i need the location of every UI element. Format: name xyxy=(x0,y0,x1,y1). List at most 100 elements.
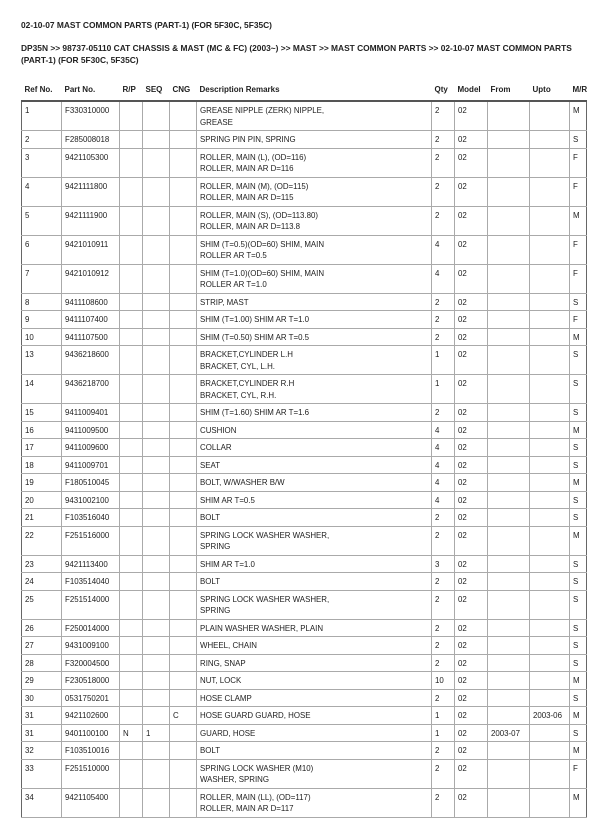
cell-rp xyxy=(119,327,143,346)
cell-part-no: 9421111800 xyxy=(61,176,120,207)
cell-part-no: F285008018 xyxy=(61,130,120,149)
cell-upto xyxy=(529,100,570,131)
cell-model: 02 xyxy=(454,758,488,789)
cell-part-no: F103516040 xyxy=(61,508,120,527)
cell-mr: S xyxy=(569,292,587,311)
cell-ref-no: 17 xyxy=(21,438,62,457)
cell-description: BOLT xyxy=(196,572,432,591)
cell-part-no: F330310000 xyxy=(61,100,120,131)
cell-description: SHIM (T=0.50) SHIM AR T=0.5 xyxy=(196,327,432,346)
cell-seq xyxy=(142,130,170,149)
cell-upto xyxy=(529,420,570,439)
cell-rp xyxy=(119,490,143,509)
cell-description: SHIM (T=0.5)(OD=60) SHIM, MAIN ROLLER AR… xyxy=(196,234,432,265)
cell-model: 02 xyxy=(454,508,488,527)
cell-mr: S xyxy=(569,589,587,620)
cell-from xyxy=(487,327,530,346)
cell-cng xyxy=(169,327,197,346)
cell-qty: 2 xyxy=(431,292,455,311)
column-header-seq: SEQ xyxy=(142,85,170,102)
cell-seq xyxy=(142,438,170,457)
cell-from xyxy=(487,618,530,637)
cell-seq xyxy=(142,403,170,422)
cell-description: BRACKET,CYLINDER R.H BRACKET, CYL, R.H. xyxy=(196,374,432,404)
cell-part-no: 9436218700 xyxy=(61,374,120,404)
cell-seq xyxy=(142,327,170,346)
cell-ref-no: 2 xyxy=(21,130,62,149)
cell-from xyxy=(487,525,530,556)
cell-rp xyxy=(119,292,143,311)
table-row: 28 F320004500 RING, SNAP 2 02 S xyxy=(21,653,587,672)
table-row: 23 9421113400 SHIM AR T=1.0 3 02 S xyxy=(21,554,587,573)
cell-mr: S xyxy=(569,403,587,422)
cell-cng xyxy=(169,176,197,207)
table-row: 22 F251516000 SPRING LOCK WASHER WASHER, S… xyxy=(21,525,587,556)
cell-from xyxy=(487,263,530,294)
cell-model: 02 xyxy=(454,455,488,474)
cell-description: ROLLER, MAIN (L), (OD=116) ROLLER, MAIN … xyxy=(196,147,432,178)
cell-upto xyxy=(529,130,570,149)
cell-part-no: 9421010911 xyxy=(61,234,120,265)
cell-upto xyxy=(529,741,570,760)
cell-mr: S xyxy=(569,723,587,742)
cell-upto: 2003-06 xyxy=(529,706,570,725)
cell-upto xyxy=(529,723,570,742)
cell-upto xyxy=(529,636,570,655)
cell-model: 02 xyxy=(454,636,488,655)
cell-from xyxy=(487,508,530,527)
cell-rp xyxy=(119,572,143,591)
cell-from xyxy=(487,205,530,236)
cell-upto xyxy=(529,554,570,573)
cell-description: GUARD, HOSE xyxy=(196,723,432,742)
cell-description: PLAIN WASHER WASHER, PLAIN xyxy=(196,618,432,637)
cell-part-no: 9421105400 xyxy=(61,787,120,818)
cell-cng xyxy=(169,572,197,591)
page-title: 02-10-07 MAST COMMON PARTS (PART-1) (FOR… xyxy=(21,20,272,30)
cell-upto xyxy=(529,147,570,178)
cell-description: BOLT xyxy=(196,508,432,527)
cell-upto xyxy=(529,787,570,818)
cell-seq xyxy=(142,455,170,474)
cell-model: 02 xyxy=(454,310,488,329)
cell-model: 02 xyxy=(454,403,488,422)
cell-seq xyxy=(142,653,170,672)
cell-ref-no: 10 xyxy=(21,327,62,346)
cell-from xyxy=(487,130,530,149)
cell-ref-no: 16 xyxy=(21,420,62,439)
cell-mr: S xyxy=(569,490,587,509)
cell-upto xyxy=(529,345,570,375)
cell-mr: M xyxy=(569,420,587,439)
cell-cng xyxy=(169,787,197,818)
table-row: 26 F250014000 PLAIN WASHER WASHER, PLAIN 2 0… xyxy=(21,618,587,637)
cell-from xyxy=(487,490,530,509)
cell-part-no: 9411009600 xyxy=(61,438,120,457)
cell-from xyxy=(487,653,530,672)
cell-description: BOLT xyxy=(196,741,432,760)
cell-description: SHIM (T=1.00) SHIM AR T=1.0 xyxy=(196,310,432,329)
column-header-mr: M/R xyxy=(569,85,587,102)
cell-mr: M xyxy=(569,327,587,346)
cell-ref-no: 5 xyxy=(21,205,62,236)
cell-ref-no: 27 xyxy=(21,636,62,655)
cell-mr: S xyxy=(569,554,587,573)
cell-model: 02 xyxy=(454,345,488,375)
cell-ref-no: 3 xyxy=(21,147,62,178)
table-row: 27 9431009100 WHEEL, CHAIN 2 02 S xyxy=(21,636,587,655)
cell-ref-no: 31 xyxy=(21,706,62,725)
cell-upto xyxy=(529,327,570,346)
cell-rp xyxy=(119,374,143,404)
cell-rp xyxy=(119,618,143,637)
cell-rp xyxy=(119,688,143,707)
cell-cng xyxy=(169,455,197,474)
cell-seq xyxy=(142,671,170,690)
cell-model: 02 xyxy=(454,671,488,690)
cell-upto xyxy=(529,473,570,492)
cell-seq xyxy=(142,758,170,789)
cell-cng xyxy=(169,205,197,236)
table-row: 21 F103516040 BOLT 2 02 S xyxy=(21,508,587,527)
cell-model: 02 xyxy=(454,263,488,294)
cell-from xyxy=(487,473,530,492)
cell-description: ROLLER, MAIN (LL), (OD=117) ROLLER, MAIN… xyxy=(196,787,432,818)
cell-rp xyxy=(119,263,143,294)
cell-from xyxy=(487,636,530,655)
